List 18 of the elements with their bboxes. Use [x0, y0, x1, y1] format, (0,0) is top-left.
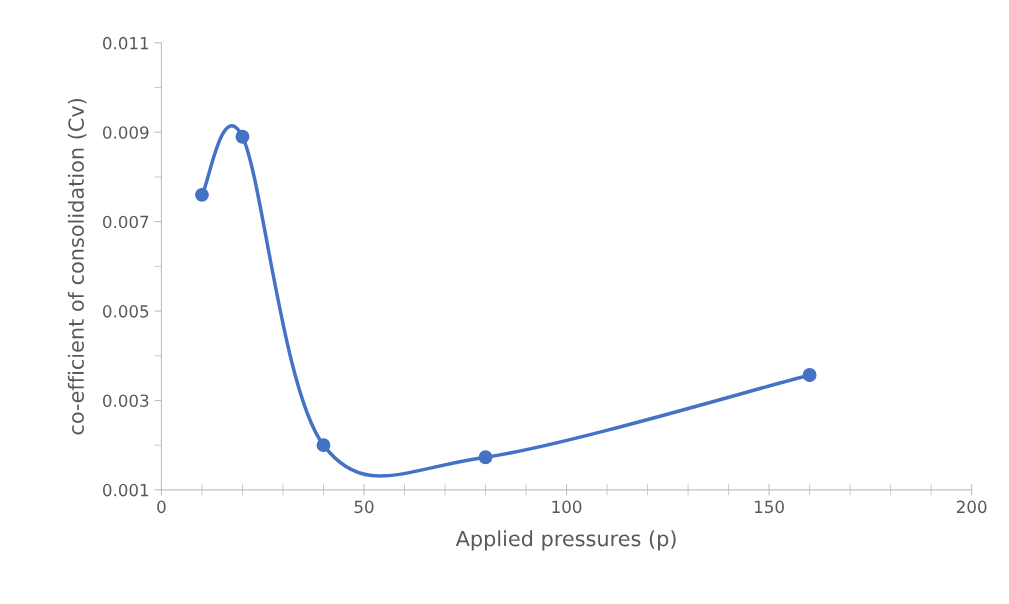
x-axis-title: Applied pressures (p): [455, 530, 676, 551]
x-tick-label: 0: [157, 500, 166, 514]
x-tick-label: 100: [552, 500, 582, 514]
y-tick-label: 0.001: [103, 483, 149, 497]
x-tick-label: 200: [956, 500, 987, 514]
y-tick-label: 0.011: [103, 36, 149, 50]
point: [478, 450, 493, 465]
x-tick-label: 150: [755, 500, 784, 514]
point: [235, 129, 250, 144]
y-axis-title: co-efficient of consolidation (Cv): [67, 98, 87, 435]
y-tick-label: 0.003: [103, 394, 149, 408]
y-tick-label: 0.005: [103, 305, 149, 318]
point: [802, 368, 817, 382]
y-tick-label: 0.007: [103, 215, 149, 229]
point: [316, 438, 331, 453]
x-tick-label: 50: [354, 500, 374, 514]
point: [195, 187, 209, 202]
y-tick-label: 0.009: [103, 126, 149, 139]
